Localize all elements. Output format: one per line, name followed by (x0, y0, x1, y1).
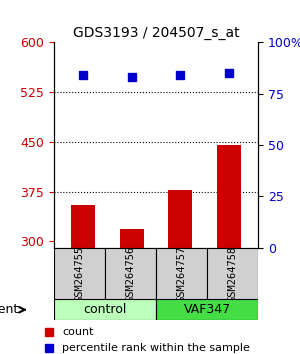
Text: count: count (62, 327, 94, 337)
Text: GSM264756: GSM264756 (125, 245, 136, 302)
FancyBboxPatch shape (156, 248, 207, 299)
FancyBboxPatch shape (54, 248, 105, 299)
Bar (71, 205, 95, 248)
Text: percentile rank within the sample: percentile rank within the sample (62, 343, 250, 353)
FancyBboxPatch shape (156, 299, 258, 320)
FancyBboxPatch shape (105, 248, 156, 299)
Text: control: control (83, 303, 127, 316)
Text: agent: agent (0, 303, 19, 316)
FancyBboxPatch shape (54, 299, 156, 320)
Bar (217, 145, 241, 248)
Bar (168, 189, 192, 248)
FancyBboxPatch shape (207, 248, 258, 299)
Bar (120, 229, 144, 248)
Title: GDS3193 / 204507_s_at: GDS3193 / 204507_s_at (73, 26, 239, 40)
Text: VAF347: VAF347 (183, 303, 231, 316)
Text: GSM264757: GSM264757 (176, 245, 187, 302)
Text: GSM264755: GSM264755 (74, 245, 85, 302)
Text: GSM264758: GSM264758 (227, 245, 238, 302)
